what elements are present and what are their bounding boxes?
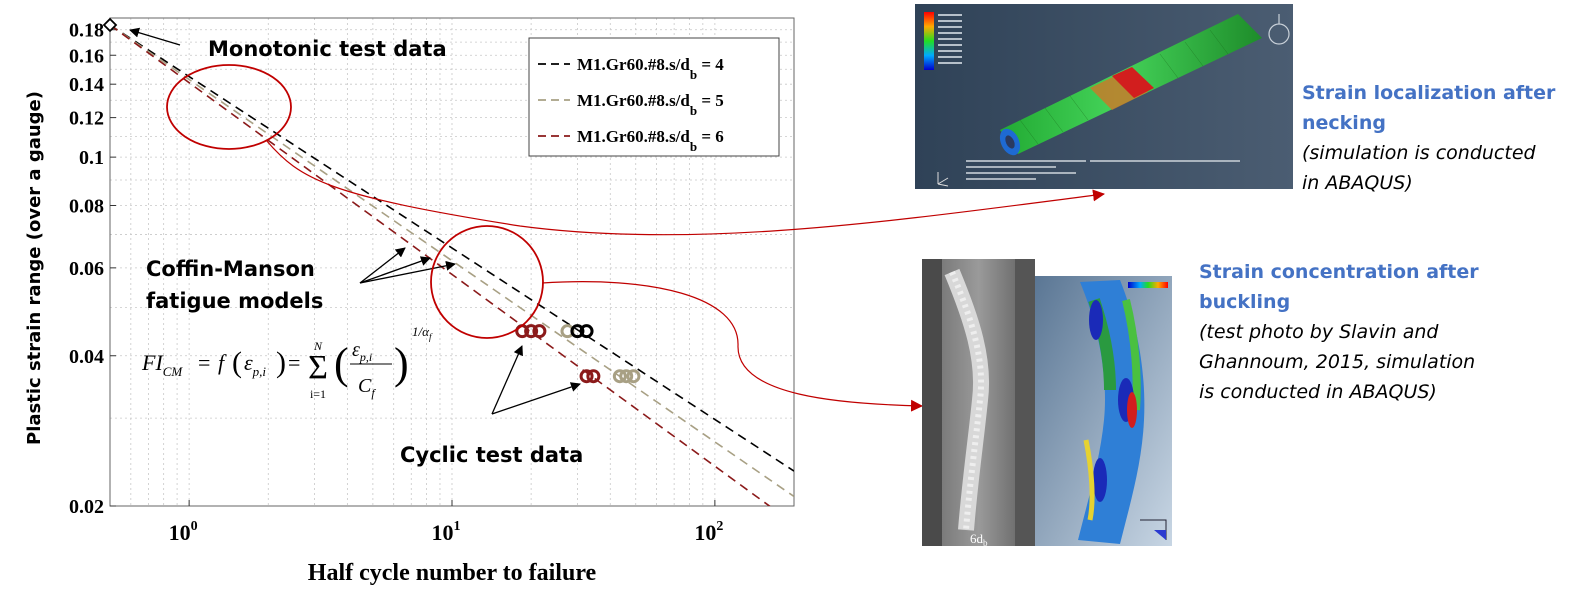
svg-text:FICM: FICM xyxy=(141,350,183,379)
y-tick-label: 0.08 xyxy=(69,196,104,218)
caption-bottom: Strain concentration after buckling (tes… xyxy=(1199,261,1479,403)
legend: M1.Gr60.#8.s/db = 4 M1.Gr60.#8.s/db = 5 M1… xyxy=(528,37,780,157)
cyclic-data-point xyxy=(619,369,634,384)
cyclic-data-point xyxy=(612,369,627,384)
cyclic-test-points xyxy=(515,324,641,384)
svg-text:εp,i: εp,i xyxy=(352,339,372,364)
x-axis: 100 101 102 xyxy=(169,500,723,545)
cyclic-data-point xyxy=(579,324,594,339)
svg-text:Strain concentration after: Strain concentration after xyxy=(1199,261,1479,283)
buckling-simulation-image xyxy=(1035,276,1172,546)
monotonic-data-point xyxy=(102,17,118,33)
series-line-3 xyxy=(110,24,771,506)
svg-text:f: f xyxy=(218,350,227,375)
coffin-manson-label-1: Coffin-Manson xyxy=(146,257,315,281)
svg-text:6db: 6db xyxy=(970,531,988,548)
cm-arrow-2 xyxy=(359,256,431,284)
legend-label: M1.Gr60.#8.s/db = 5 xyxy=(577,91,724,118)
svg-text:(: ( xyxy=(334,339,349,388)
connector-to-necking-image xyxy=(265,139,1105,236)
legend-label: M1.Gr60.#8.s/db = 6 xyxy=(577,127,724,154)
x-tick-label: 100 xyxy=(169,519,198,545)
svg-text:Strain localization after: Strain localization after xyxy=(1302,82,1556,104)
cyclic-arrow-2 xyxy=(491,382,581,415)
cyclic-data-point xyxy=(586,369,601,384)
series-lines xyxy=(110,24,794,506)
legend-label: M1.Gr60.#8.s/db = 4 xyxy=(577,55,724,82)
highlight-ellipse-necking xyxy=(166,64,292,150)
connector-to-buckling-image xyxy=(541,281,923,412)
y-tick-label: 0.04 xyxy=(69,346,104,368)
cyclic-label: Cyclic test data xyxy=(400,443,583,467)
x-tick-label: 101 xyxy=(432,519,461,545)
x-tick-label: 102 xyxy=(694,519,723,545)
svg-text:Ghannoum, 2015, simulation: Ghannoum, 2015, simulation xyxy=(1199,351,1475,373)
fea-bar xyxy=(999,14,1262,156)
svg-text:in ABAQUS): in ABAQUS) xyxy=(1302,172,1413,194)
highlight-circle-buckling xyxy=(430,225,544,339)
y-tick-label: 0.14 xyxy=(69,74,104,96)
svg-text:(test photo by Slavin and: (test photo by Slavin and xyxy=(1199,321,1439,343)
y-tick-label: 0.12 xyxy=(69,108,104,130)
y-tick-label: 0.1 xyxy=(79,147,104,169)
svg-text:is conducted in ABAQUS): is conducted in ABAQUS) xyxy=(1199,381,1437,403)
svg-text:(: ( xyxy=(232,346,242,379)
sim-legend xyxy=(1128,282,1168,288)
cm-arrow-1 xyxy=(359,247,406,284)
y-tick-label: 0.02 xyxy=(69,496,104,518)
series-line-1 xyxy=(110,24,794,472)
monotonic-point xyxy=(102,17,118,33)
y-axis-title: Plastic strain range (over a gauge) xyxy=(24,91,45,445)
coffin-manson-formula: FICM = f ( εp,i ) = N Σ i=1 ( εp,i Cf ) … xyxy=(141,324,433,401)
cm-arrow-3 xyxy=(359,260,456,284)
coffin-manson-label-2: fatigue models xyxy=(146,289,323,313)
cyclic-arrow-1 xyxy=(491,345,523,415)
cyclic-data-point xyxy=(524,324,539,339)
fea-legend xyxy=(924,12,934,70)
caption-top: Strain localization after necking (simul… xyxy=(1302,82,1556,194)
cyclic-data-point xyxy=(626,369,641,384)
fea-image-necking xyxy=(915,4,1293,189)
svg-text:=: = xyxy=(198,350,210,375)
monotonic-label: Monotonic test data xyxy=(208,37,447,61)
y-axis: 0.02 0.04 0.06 0.08 0.1 0.12 0.14 0.16 0.18 xyxy=(69,20,116,518)
svg-text:): ) xyxy=(394,339,409,388)
series-line-2 xyxy=(110,24,794,498)
svg-text:=: = xyxy=(288,350,300,375)
svg-text:necking: necking xyxy=(1302,112,1386,134)
svg-text:): ) xyxy=(276,346,286,379)
svg-text:i=1: i=1 xyxy=(310,387,326,401)
buckling-test-photo: 6db xyxy=(922,259,1035,548)
y-tick-label: 0.06 xyxy=(69,258,104,280)
svg-text:Σ: Σ xyxy=(308,349,328,386)
cyclic-data-point xyxy=(570,324,585,339)
cyclic-data-point xyxy=(532,324,547,339)
svg-text:N: N xyxy=(313,339,323,353)
svg-text:(simulation is conducted: (simulation is conducted xyxy=(1302,142,1537,164)
svg-text:εp,i: εp,i xyxy=(244,350,266,379)
x-axis-title: Half cycle number to failure xyxy=(308,560,597,586)
cyclic-data-point xyxy=(579,369,594,384)
y-tick-label: 0.18 xyxy=(69,20,104,42)
svg-text:1/αf: 1/αf xyxy=(412,324,433,342)
y-tick-label: 0.16 xyxy=(69,45,104,67)
svg-text:Cf: Cf xyxy=(358,375,376,400)
monotonic-arrow xyxy=(129,27,181,46)
svg-text:buckling: buckling xyxy=(1199,291,1290,313)
